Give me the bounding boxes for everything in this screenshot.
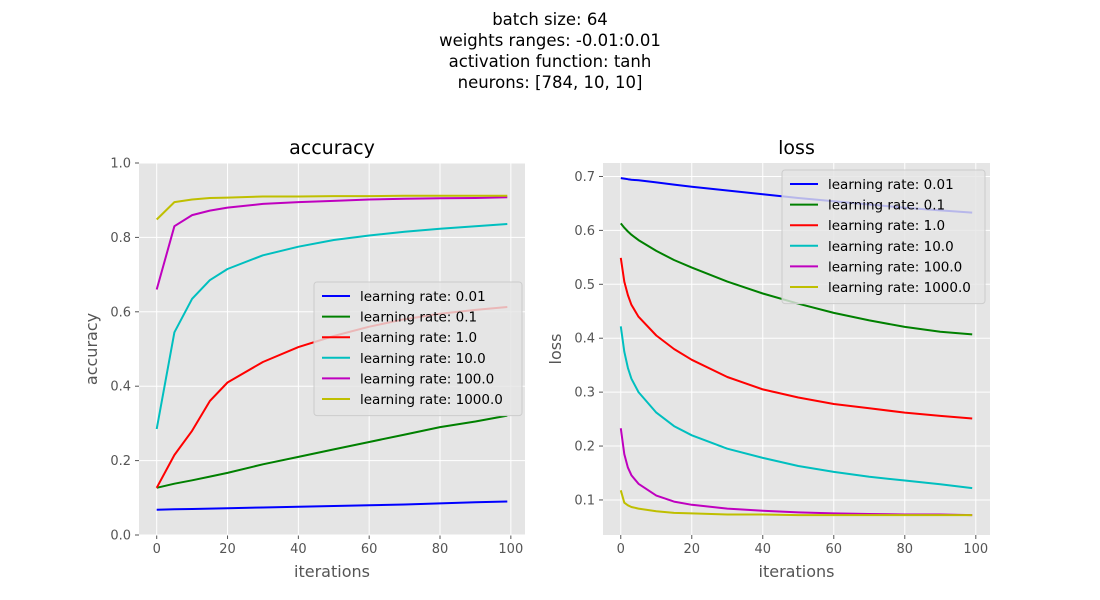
figure-title: batch size: 64 weights ranges: -0.01:0.0… xyxy=(0,9,1100,93)
chart-accuracy: 0 20 40 60 80 100 0.0 0.2 0.4 0.6 0.8 1.0 accuracy it… xyxy=(82,137,525,581)
x-tick-label: 60 xyxy=(361,542,378,557)
x-tick-label: 80 xyxy=(432,542,449,557)
y-tick-label: 0.2 xyxy=(574,440,595,455)
legend-label: learning rate: 0.1 xyxy=(360,310,477,326)
legend-label: learning rate: 1.0 xyxy=(828,218,945,234)
series-line xyxy=(619,326,973,490)
chart-loss: 0 20 40 60 80 100 0.1 0.2 0.3 0.4 0.5 0.6 0.7 loss ite… xyxy=(546,137,990,581)
y-tick-label: 0.6 xyxy=(574,224,595,239)
y-tick-label: 1.0 xyxy=(110,157,131,172)
figure-title-line: weights ranges: -0.01:0.01 xyxy=(439,31,661,50)
y-tick-label: 0.2 xyxy=(110,454,131,469)
legend: learning rate: 0.01 learning rate: 0.1 lea… xyxy=(781,169,986,305)
x-tick-label: 20 xyxy=(683,542,700,557)
legend-label: learning rate: 0.01 xyxy=(828,177,954,193)
x-tick-label: 0 xyxy=(153,542,161,557)
legend-label: learning rate: 100.0 xyxy=(828,259,962,275)
series-line xyxy=(156,500,508,511)
series-line xyxy=(619,257,973,420)
y-tick-label: 0.4 xyxy=(110,380,131,395)
x-tick-label: 0 xyxy=(617,542,625,557)
series-line xyxy=(155,196,508,290)
legend-box xyxy=(781,169,986,305)
x-axis-label: iterations xyxy=(294,562,370,581)
x-tick-label: 60 xyxy=(826,542,843,557)
legend-box xyxy=(313,281,523,417)
figure-title-line: batch size: 64 xyxy=(492,10,608,29)
legend-label: learning rate: 1.0 xyxy=(360,330,477,346)
legend-label: learning rate: 0.01 xyxy=(360,289,486,305)
x-tick-label: 80 xyxy=(897,542,914,557)
y-tick-label: 0.3 xyxy=(574,386,595,401)
y-tick-label: 0.0 xyxy=(110,529,131,544)
legend-label: learning rate: 10.0 xyxy=(828,239,954,255)
legend-label: learning rate: 10.0 xyxy=(360,351,486,367)
y-tick-label: 0.1 xyxy=(574,493,595,508)
legend-label: learning rate: 1000.0 xyxy=(828,280,971,296)
x-tick-label: 40 xyxy=(290,542,307,557)
y-tick-label: 0.4 xyxy=(574,332,595,347)
series-line xyxy=(155,223,508,430)
y-axis-label: loss xyxy=(546,334,565,365)
x-tick-label: 40 xyxy=(754,542,771,557)
series-line xyxy=(620,222,973,336)
x-tick-label: 100 xyxy=(498,542,523,557)
y-tick-label: 0.5 xyxy=(574,278,595,293)
legend: learning rate: 0.01 learning rate: 0.1 lea… xyxy=(313,281,523,417)
y-axis-label: accuracy xyxy=(82,313,101,385)
y-tick-label: 0.6 xyxy=(110,305,131,320)
chart-title: accuracy xyxy=(289,137,375,159)
series-line xyxy=(155,194,508,221)
y-tick-label: 0.7 xyxy=(574,170,595,185)
legend-label: learning rate: 0.1 xyxy=(828,198,945,214)
chart-title: loss xyxy=(778,137,815,159)
series-line xyxy=(619,490,973,517)
x-tick-label: 20 xyxy=(219,542,236,557)
figure-title-line: activation function: tanh xyxy=(448,52,652,71)
x-tick-label: 100 xyxy=(963,542,988,557)
x-axis-label: iterations xyxy=(759,562,835,581)
legend-label: learning rate: 1000.0 xyxy=(360,392,503,408)
y-tick-label: 0.8 xyxy=(110,231,131,246)
legend-label: learning rate: 100.0 xyxy=(360,371,494,387)
figure-title-line: neurons: [784, 10, 10] xyxy=(457,73,643,92)
series-line xyxy=(156,414,508,489)
